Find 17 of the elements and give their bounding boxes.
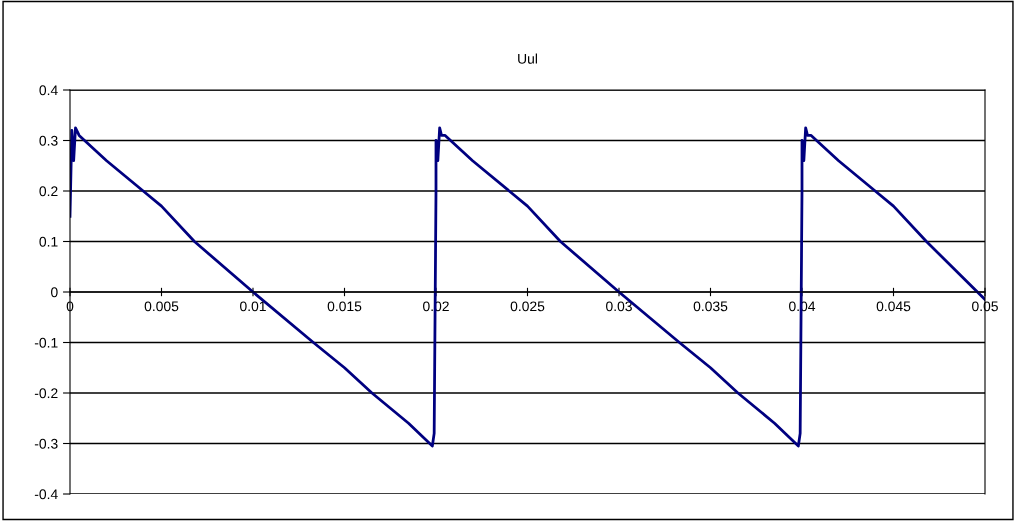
x-tick-label: 0.03 bbox=[606, 301, 632, 312]
y-tick-label: 0 bbox=[51, 287, 58, 298]
y-tick-label: -0.4 bbox=[34, 489, 58, 500]
x-tick-label: 0.005 bbox=[144, 301, 179, 312]
x-tick-label: 0.045 bbox=[876, 301, 911, 312]
y-tick-label: -0.1 bbox=[34, 337, 58, 348]
y-tick-label: -0.2 bbox=[34, 388, 58, 399]
x-tick-label: 0.035 bbox=[693, 301, 728, 312]
y-tick-label: 0.1 bbox=[39, 236, 58, 247]
x-tick-label: 0.025 bbox=[510, 301, 545, 312]
y-tick-label: 0.3 bbox=[39, 135, 58, 146]
x-tick-label: 0.015 bbox=[327, 301, 362, 312]
y-tick-label: 0.2 bbox=[39, 186, 58, 197]
x-tick-label: 0.01 bbox=[240, 301, 266, 312]
y-tick-label: 0.4 bbox=[39, 85, 58, 96]
chart-title: Uul bbox=[518, 53, 537, 64]
y-tick-label: -0.3 bbox=[34, 438, 58, 449]
